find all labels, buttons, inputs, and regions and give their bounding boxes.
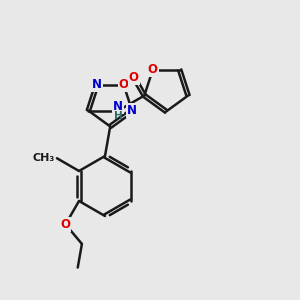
Text: O: O	[129, 71, 139, 84]
Text: O: O	[148, 63, 158, 76]
Text: N: N	[127, 104, 137, 117]
Text: CH₃: CH₃	[32, 153, 55, 163]
Text: O: O	[119, 78, 129, 92]
Text: H: H	[114, 111, 123, 121]
Text: N: N	[113, 100, 123, 113]
Text: N: N	[92, 78, 102, 92]
Text: O: O	[61, 218, 70, 231]
